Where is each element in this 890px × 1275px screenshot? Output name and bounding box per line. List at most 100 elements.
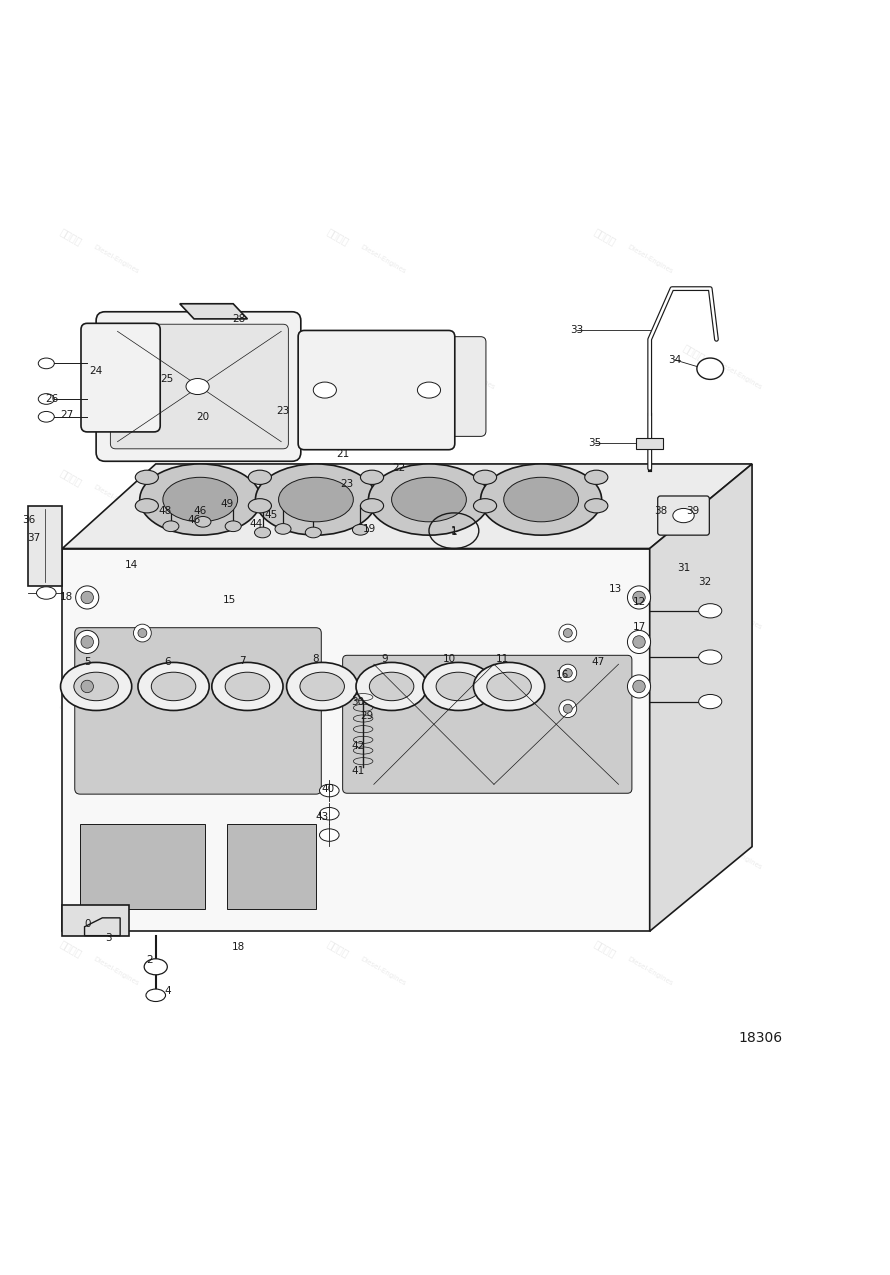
Text: Diesel-Engines: Diesel-Engines	[92, 715, 140, 746]
Text: Diesel-Engines: Diesel-Engines	[448, 360, 496, 390]
Bar	[636, 439, 663, 449]
Ellipse shape	[356, 663, 427, 710]
Text: 31: 31	[677, 564, 690, 572]
Ellipse shape	[559, 625, 577, 641]
Ellipse shape	[320, 784, 339, 797]
Ellipse shape	[163, 477, 238, 521]
Ellipse shape	[673, 509, 694, 523]
Text: 0: 0	[84, 919, 91, 929]
Ellipse shape	[248, 499, 271, 513]
Ellipse shape	[279, 477, 353, 521]
Text: Diesel-Engines: Diesel-Engines	[359, 956, 407, 987]
Ellipse shape	[473, 470, 497, 484]
Text: 32: 32	[699, 578, 711, 588]
Text: 40: 40	[321, 784, 334, 794]
Text: 24: 24	[90, 366, 102, 376]
Text: 柴发动力: 柴发动力	[682, 824, 707, 844]
Text: 柴发动力: 柴发动力	[593, 699, 618, 719]
Ellipse shape	[135, 470, 158, 484]
Text: 36: 36	[22, 515, 35, 525]
Ellipse shape	[195, 516, 211, 527]
Text: 柴发动力: 柴发动力	[326, 227, 351, 247]
Ellipse shape	[563, 629, 572, 638]
Text: 柴发动力: 柴发动力	[326, 699, 351, 719]
Ellipse shape	[134, 625, 151, 641]
Ellipse shape	[633, 636, 645, 648]
Text: 柴发动力: 柴发动力	[415, 824, 440, 844]
Text: 22: 22	[392, 463, 405, 473]
Ellipse shape	[563, 668, 572, 677]
Ellipse shape	[138, 629, 147, 638]
Ellipse shape	[287, 663, 358, 710]
Ellipse shape	[585, 470, 608, 484]
Text: 柴发动力: 柴发动力	[148, 583, 173, 603]
Ellipse shape	[305, 527, 321, 538]
Text: Diesel-Engines: Diesel-Engines	[715, 840, 763, 871]
FancyBboxPatch shape	[331, 337, 486, 436]
Ellipse shape	[627, 586, 651, 609]
Text: 柴发动力: 柴发动力	[326, 467, 351, 487]
Text: Diesel-Engines: Diesel-Engines	[448, 840, 496, 871]
Text: Diesel-Engines: Diesel-Engines	[181, 360, 229, 390]
Ellipse shape	[138, 663, 209, 710]
Ellipse shape	[473, 663, 545, 710]
Text: 18306: 18306	[739, 1031, 783, 1046]
Ellipse shape	[140, 464, 261, 536]
Text: 26: 26	[45, 394, 58, 404]
FancyBboxPatch shape	[298, 330, 455, 450]
Ellipse shape	[248, 470, 271, 484]
Bar	[80, 825, 205, 909]
Text: 8: 8	[312, 654, 320, 664]
Text: 45: 45	[265, 510, 278, 520]
Ellipse shape	[38, 412, 54, 422]
Text: 28: 28	[232, 314, 245, 324]
Text: Diesel-Engines: Diesel-Engines	[359, 484, 407, 515]
Ellipse shape	[436, 672, 481, 701]
Text: 35: 35	[588, 439, 601, 449]
Text: 柴发动力: 柴发动力	[415, 583, 440, 603]
Text: 38: 38	[654, 506, 667, 516]
Ellipse shape	[559, 664, 577, 682]
Ellipse shape	[163, 521, 179, 532]
Ellipse shape	[633, 681, 645, 692]
Ellipse shape	[504, 477, 578, 521]
Ellipse shape	[473, 499, 497, 513]
FancyBboxPatch shape	[75, 627, 321, 794]
Text: 柴发动力: 柴发动力	[593, 938, 618, 959]
Text: 9: 9	[381, 654, 388, 664]
Polygon shape	[62, 464, 752, 548]
Ellipse shape	[423, 663, 494, 710]
Text: Diesel-Engines: Diesel-Engines	[626, 484, 674, 515]
Text: 46: 46	[194, 506, 206, 516]
Ellipse shape	[352, 524, 368, 536]
Text: 16: 16	[556, 669, 569, 680]
Text: 30: 30	[352, 696, 364, 706]
Text: 柴发动力: 柴发动力	[682, 583, 707, 603]
Polygon shape	[180, 303, 247, 319]
FancyBboxPatch shape	[110, 324, 288, 449]
Text: 柴发动力: 柴发动力	[148, 343, 173, 363]
Ellipse shape	[255, 464, 376, 536]
Ellipse shape	[699, 650, 722, 664]
Text: 23: 23	[277, 405, 289, 416]
Ellipse shape	[36, 586, 56, 599]
Text: Diesel-Engines: Diesel-Engines	[359, 715, 407, 746]
Text: 44: 44	[250, 519, 263, 529]
Ellipse shape	[563, 704, 572, 713]
Text: 1: 1	[451, 525, 457, 536]
Text: Diesel-Engines: Diesel-Engines	[715, 599, 763, 631]
Ellipse shape	[369, 672, 414, 701]
Text: 29: 29	[360, 711, 373, 720]
Text: 11: 11	[497, 654, 509, 664]
Ellipse shape	[320, 807, 339, 820]
FancyBboxPatch shape	[658, 496, 709, 536]
Text: 23: 23	[341, 479, 353, 490]
Text: Diesel-Engines: Diesel-Engines	[181, 599, 229, 631]
Text: 21: 21	[336, 449, 349, 459]
Ellipse shape	[392, 477, 466, 521]
Ellipse shape	[225, 672, 270, 701]
Ellipse shape	[38, 358, 54, 368]
Text: 3: 3	[105, 933, 112, 944]
Ellipse shape	[360, 470, 384, 484]
FancyBboxPatch shape	[81, 324, 160, 432]
